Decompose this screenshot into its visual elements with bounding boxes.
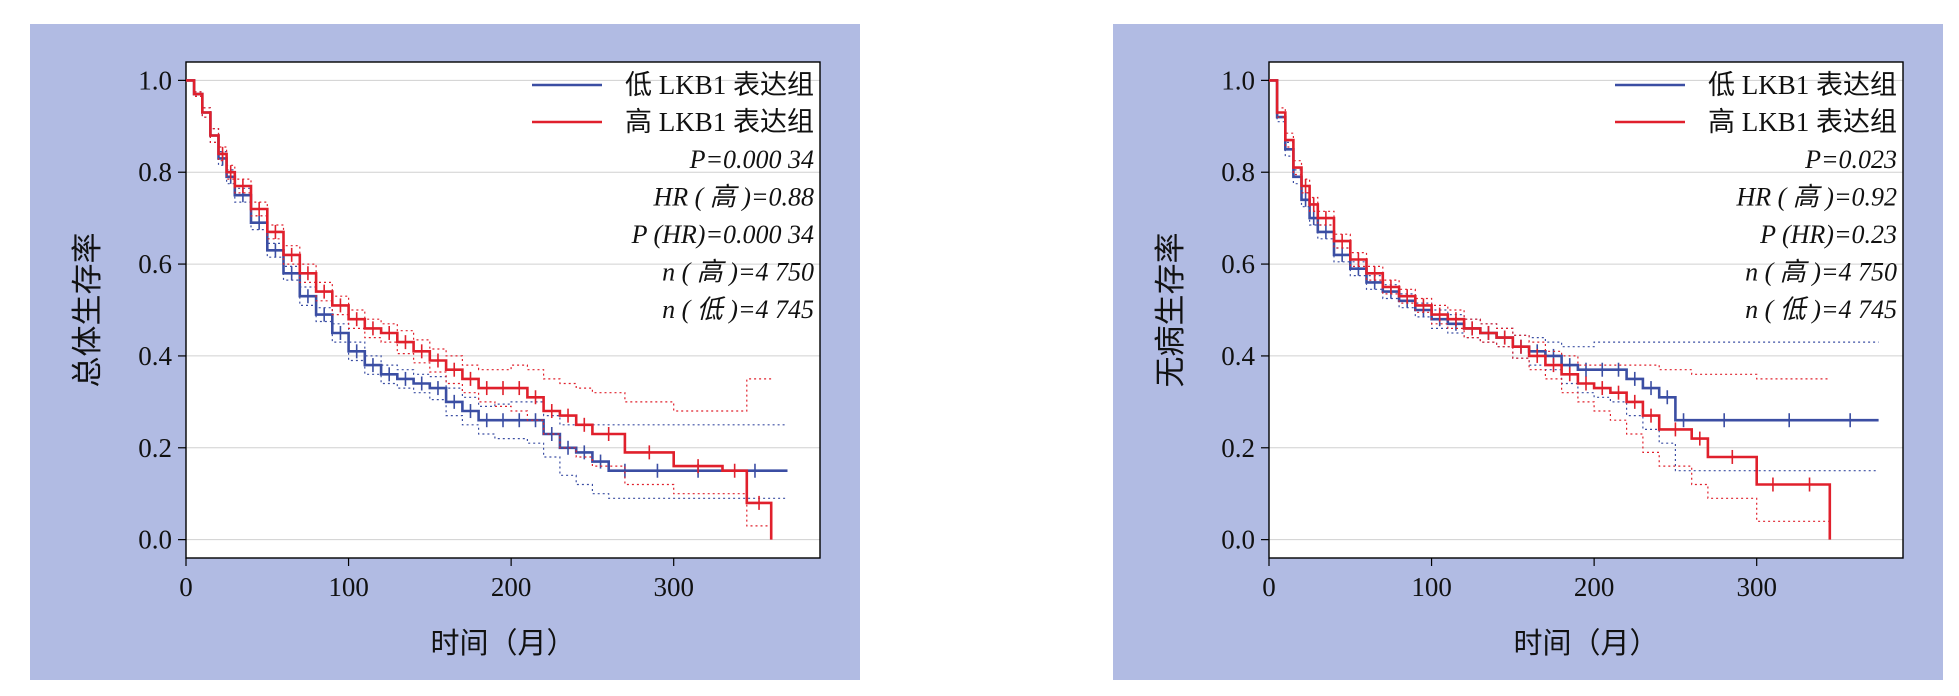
stat-n-high: n ( 高 )=4 750 — [1745, 258, 1897, 287]
y-tick-label: 0.4 — [1221, 341, 1255, 371]
survival-line-c0-s1 — [186, 79, 773, 540]
legend-label: 低 LKB1 表达组 — [1708, 70, 1897, 100]
y-tick-label: 0.0 — [1221, 525, 1255, 555]
plot-frame — [185, 61, 821, 559]
y-tick-label: 0.8 — [1221, 157, 1255, 187]
km-chart-overall-survival: 0.0 0.2 0.4 0.6 0.8 1.0 0 100 200 300 时间（月） 总体生存率 低 … — [30, 24, 860, 680]
plot-area — [1269, 62, 1903, 558]
y-tick-label: 0.8 — [138, 157, 172, 187]
y-axis-label: 无病生存率 — [1153, 233, 1188, 388]
legend-label: 低 LKB1 表达组 — [625, 70, 814, 100]
x-tick-label: 100 — [1411, 572, 1452, 602]
legend-label: 高 LKB1 表达组 — [1708, 107, 1897, 137]
ci-lower-line-c1-s0 — [1269, 79, 1879, 472]
km-panel-overall-survival: 0.0 0.2 0.4 0.6 0.8 1.0 0 100 200 300 时间（月） 总体生存率 低 … — [30, 24, 860, 680]
km-chart-disease-free-survival: 0.0 0.2 0.4 0.6 0.8 1.0 0 100 200 300 时间（月） 无病生存率 低 … — [1113, 24, 1943, 680]
stat-n-low: n ( 低 )=4 745 — [662, 295, 814, 324]
y-tick-label: 1.0 — [1221, 65, 1255, 95]
stat-hr: HR ( 高 )=0.92 — [1735, 183, 1897, 212]
x-tick-label: 0 — [179, 572, 193, 602]
y-tick-label: 0.2 — [138, 433, 172, 463]
ci-upper-line-c1-s0 — [1269, 79, 1879, 348]
y-tick-label: 0.2 — [1221, 433, 1255, 463]
y-tick-label: 1.0 — [138, 65, 172, 95]
x-tick-label: 300 — [1736, 572, 1777, 602]
x-tick-label: 300 — [653, 572, 694, 602]
y-tick-label: 0.4 — [138, 341, 172, 371]
ci-upper-line-c0-s0 — [186, 79, 788, 426]
plot-area — [186, 62, 820, 558]
x-axis-label: 时间（月） — [430, 627, 575, 660]
stat-p-hr: P (HR)=0.23 — [1759, 220, 1897, 249]
x-tick-label: 200 — [1574, 572, 1615, 602]
stat-n-low: n ( 低 )=4 745 — [1745, 295, 1897, 324]
x-tick-label: 100 — [328, 572, 369, 602]
x-tick-label: 0 — [1262, 572, 1276, 602]
y-tick-label: 0.6 — [138, 249, 172, 279]
stat-n-high: n ( 高 )=4 750 — [662, 258, 814, 287]
y-tick-label: 0.0 — [138, 525, 172, 555]
x-axis-label: 时间（月） — [1513, 627, 1658, 660]
ci-lower-line-c0-s0 — [186, 79, 788, 499]
stat-p: P=0.023 — [1804, 145, 1897, 174]
stat-hr: HR ( 高 )=0.88 — [652, 183, 814, 212]
legend-label: 高 LKB1 表达组 — [625, 107, 814, 137]
stat-p: P=0.000 34 — [689, 145, 814, 174]
survival-line-c0-s0 — [186, 79, 788, 472]
y-axis-label: 总体生存率 — [70, 233, 105, 388]
x-tick-label: 200 — [491, 572, 532, 602]
ci-lower-line-c0-s1 — [186, 79, 772, 540]
stat-p-hr: P (HR)=0.000 34 — [631, 220, 814, 249]
ci-upper-line-c1-s1 — [1269, 79, 1830, 380]
y-tick-label: 0.6 — [1221, 249, 1255, 279]
plot-frame — [1268, 61, 1904, 559]
km-panel-disease-free-survival: 0.0 0.2 0.4 0.6 0.8 1.0 0 100 200 300 时间（月） 无病生存率 低 … — [1113, 24, 1943, 680]
